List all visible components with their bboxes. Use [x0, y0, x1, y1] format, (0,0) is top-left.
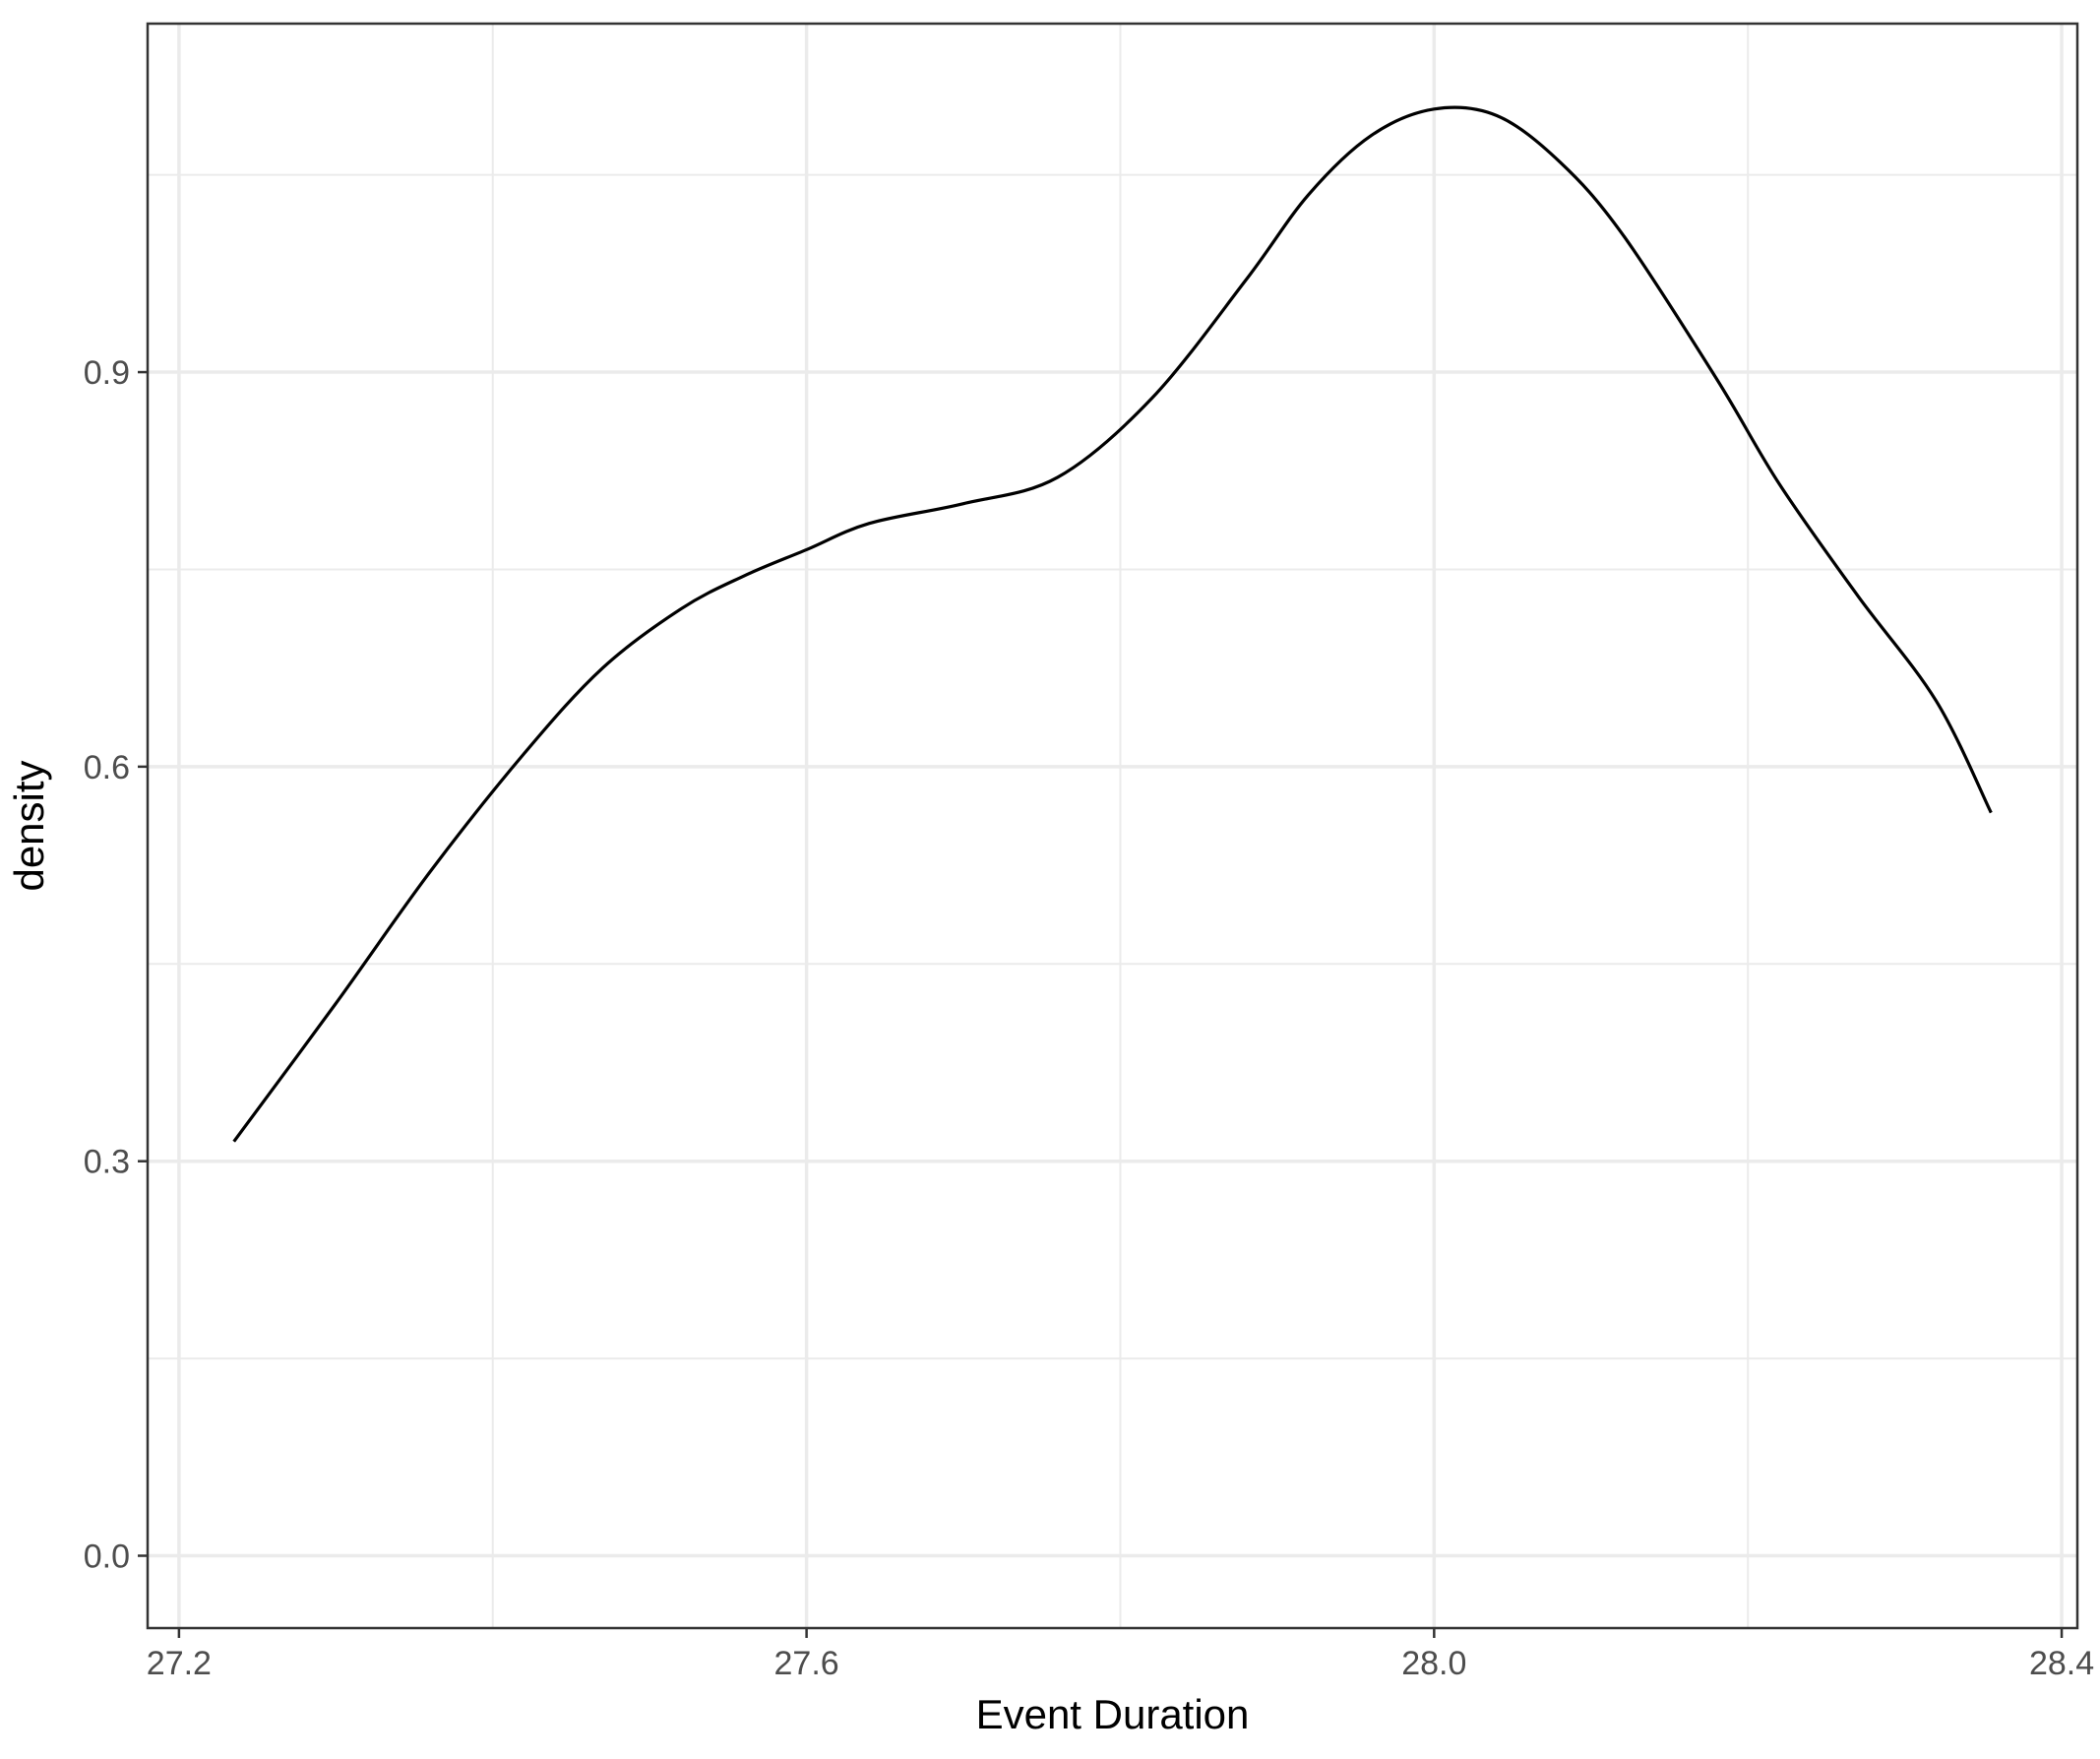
- y-tick-label: 0.3: [84, 1144, 130, 1181]
- x-axis-title: Event Duration: [976, 1691, 1250, 1737]
- y-tick-label: 0.6: [84, 749, 130, 786]
- panel-border: [146, 22, 2079, 1630]
- density-line: [232, 105, 1993, 1143]
- y-axis: 0.0 0.3 0.6 0.9: [84, 354, 148, 1576]
- y-tick-label: 0.9: [84, 354, 130, 392]
- line-layer: [232, 105, 1993, 1143]
- y-tick-label: 0.0: [84, 1539, 130, 1576]
- x-tick-label: 27.2: [147, 1645, 212, 1682]
- y-axis-title: density: [6, 760, 52, 891]
- x-axis: 27.2 27.6 28.0 28.4: [147, 1628, 2094, 1682]
- grid-layer: [148, 24, 2077, 1628]
- x-tick-label: 28.4: [2029, 1645, 2094, 1682]
- x-tick-label: 28.0: [1401, 1645, 1466, 1682]
- x-tick-label: 27.6: [774, 1645, 839, 1682]
